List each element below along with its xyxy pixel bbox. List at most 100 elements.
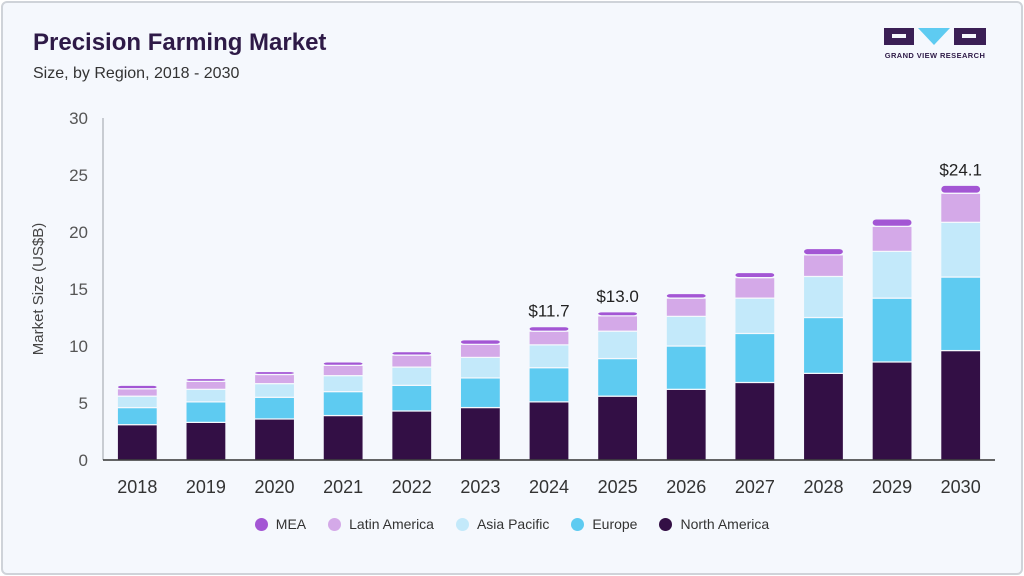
y-tick-label: 30 xyxy=(69,109,88,128)
data-label: $24.1 xyxy=(939,160,982,179)
legend-marker xyxy=(659,517,673,531)
bar-segment-asia-pacific xyxy=(734,297,776,335)
bar-segment-europe xyxy=(665,345,707,390)
bar-segment-europe xyxy=(528,367,570,403)
bar-segment-asia-pacific xyxy=(528,344,570,369)
bar-segment-mea xyxy=(802,247,845,256)
bar-segment-north-america xyxy=(459,406,501,461)
bar-segment-mea xyxy=(322,361,364,366)
bar-segment-asia-pacific xyxy=(665,315,707,347)
y-tick-label: 20 xyxy=(69,223,88,242)
bar-segment-asia-pacific xyxy=(391,366,433,386)
legend-item: MEA xyxy=(254,516,307,532)
bar-segment-mea xyxy=(528,326,570,332)
bar-segment-latin-america xyxy=(597,315,639,332)
bar-segment-asia-pacific xyxy=(459,356,501,379)
x-tick-label: 2027 xyxy=(735,477,775,497)
bar-segment-mea xyxy=(597,311,639,317)
bar-segment-mea xyxy=(391,351,433,356)
bar-segment-asia-pacific xyxy=(116,395,158,409)
bar-segment-latin-america xyxy=(871,225,913,252)
grand-view-research-logo: GRAND VIEW RESEARCH xyxy=(884,28,986,62)
bar-segment-europe xyxy=(802,316,845,374)
bar-segment-asia-pacific xyxy=(322,375,364,393)
y-axis-label: Market Size (US$B) xyxy=(30,223,47,356)
x-tick-label: 2030 xyxy=(941,477,981,497)
bar-segment-latin-america xyxy=(940,192,982,223)
x-tick-label: 2029 xyxy=(872,477,912,497)
legend-item: Latin America xyxy=(328,516,434,532)
legend: MEA Latin America Asia Pacific Europe North … xyxy=(0,516,1024,532)
legend-label: Asia Pacific xyxy=(476,516,550,532)
legend-item: Asia Pacific xyxy=(455,516,550,532)
bar-segment-north-america xyxy=(322,414,364,461)
bar-segment-latin-america xyxy=(802,254,845,278)
bar-segment-latin-america xyxy=(185,380,227,390)
legend-label: Latin America xyxy=(349,516,434,532)
bar-segment-north-america xyxy=(734,381,776,461)
legend-marker xyxy=(571,517,585,531)
bar-segment-latin-america xyxy=(322,364,364,377)
x-tick-label: 2023 xyxy=(460,477,500,497)
legend-label: Europe xyxy=(592,516,638,532)
data-label: $11.7 xyxy=(528,302,569,321)
x-tick-label: 2021 xyxy=(323,477,363,497)
bar-segment-latin-america xyxy=(391,354,433,368)
x-tick-label: 2024 xyxy=(529,477,569,497)
x-tick-label: 2019 xyxy=(186,477,226,497)
y-tick-label: 5 xyxy=(79,394,88,413)
x-tick-label: 2025 xyxy=(598,477,638,497)
bar-segment-europe xyxy=(322,391,364,417)
bar-segment-north-america xyxy=(940,349,982,461)
bar-segment-north-america xyxy=(253,418,296,461)
y-tick-label: 15 xyxy=(69,280,88,299)
bar-segment-asia-pacific xyxy=(802,275,845,319)
bar-segment-north-america xyxy=(871,361,913,461)
legend-marker xyxy=(455,517,469,531)
legend-label: MEA xyxy=(275,516,307,532)
y-tick-label: 25 xyxy=(69,166,88,185)
bar-segment-europe xyxy=(940,276,982,352)
bar-segment-asia-pacific xyxy=(871,250,913,299)
bar-segment-latin-america xyxy=(734,277,776,299)
bar-segment-europe xyxy=(734,332,776,384)
chart-subtitle: Size, by Region, 2018 - 2030 xyxy=(33,65,240,82)
bar-segment-europe xyxy=(459,377,501,409)
bar-segment-europe xyxy=(391,384,433,412)
bar-segment-mea xyxy=(185,377,227,382)
bar-segment-north-america xyxy=(116,424,158,461)
bar-segment-latin-america xyxy=(459,343,501,359)
bar-segment-north-america xyxy=(391,410,433,461)
bar-segment-mea xyxy=(116,384,158,390)
bar-segment-latin-america xyxy=(528,330,570,346)
bar-segment-mea xyxy=(253,370,296,376)
bar-segment-north-america xyxy=(597,395,639,461)
bar-segment-mea xyxy=(665,292,707,299)
x-tick-label: 2028 xyxy=(803,477,843,497)
y-tick-label: 0 xyxy=(79,451,88,470)
bar-segment-latin-america xyxy=(665,297,707,317)
data-label: $13.0 xyxy=(596,287,639,306)
bar-segment-north-america xyxy=(185,421,227,461)
bar-segment-asia-pacific xyxy=(185,388,227,403)
bar-segment-asia-pacific xyxy=(597,330,639,360)
x-tick-label: 2026 xyxy=(666,477,706,497)
x-tick-label: 2022 xyxy=(392,477,432,497)
bar-segment-asia-pacific xyxy=(253,383,296,398)
bar-segment-europe xyxy=(116,406,158,426)
x-tick-label: 2020 xyxy=(255,477,295,497)
bar-segment-north-america xyxy=(665,388,707,461)
bar-segment-latin-america xyxy=(253,373,296,385)
bar-segment-mea xyxy=(459,339,501,345)
bar-segment-europe xyxy=(871,297,913,363)
bar-segment-latin-america xyxy=(116,388,158,397)
bar-segment-asia-pacific xyxy=(940,221,982,278)
legend-label: North America xyxy=(680,516,770,532)
legend-item: North America xyxy=(659,516,769,532)
bar-segment-europe xyxy=(597,357,639,397)
bar-segment-europe xyxy=(253,396,296,420)
bar-segment-mea xyxy=(871,218,913,227)
bar-segment-europe xyxy=(185,401,227,423)
